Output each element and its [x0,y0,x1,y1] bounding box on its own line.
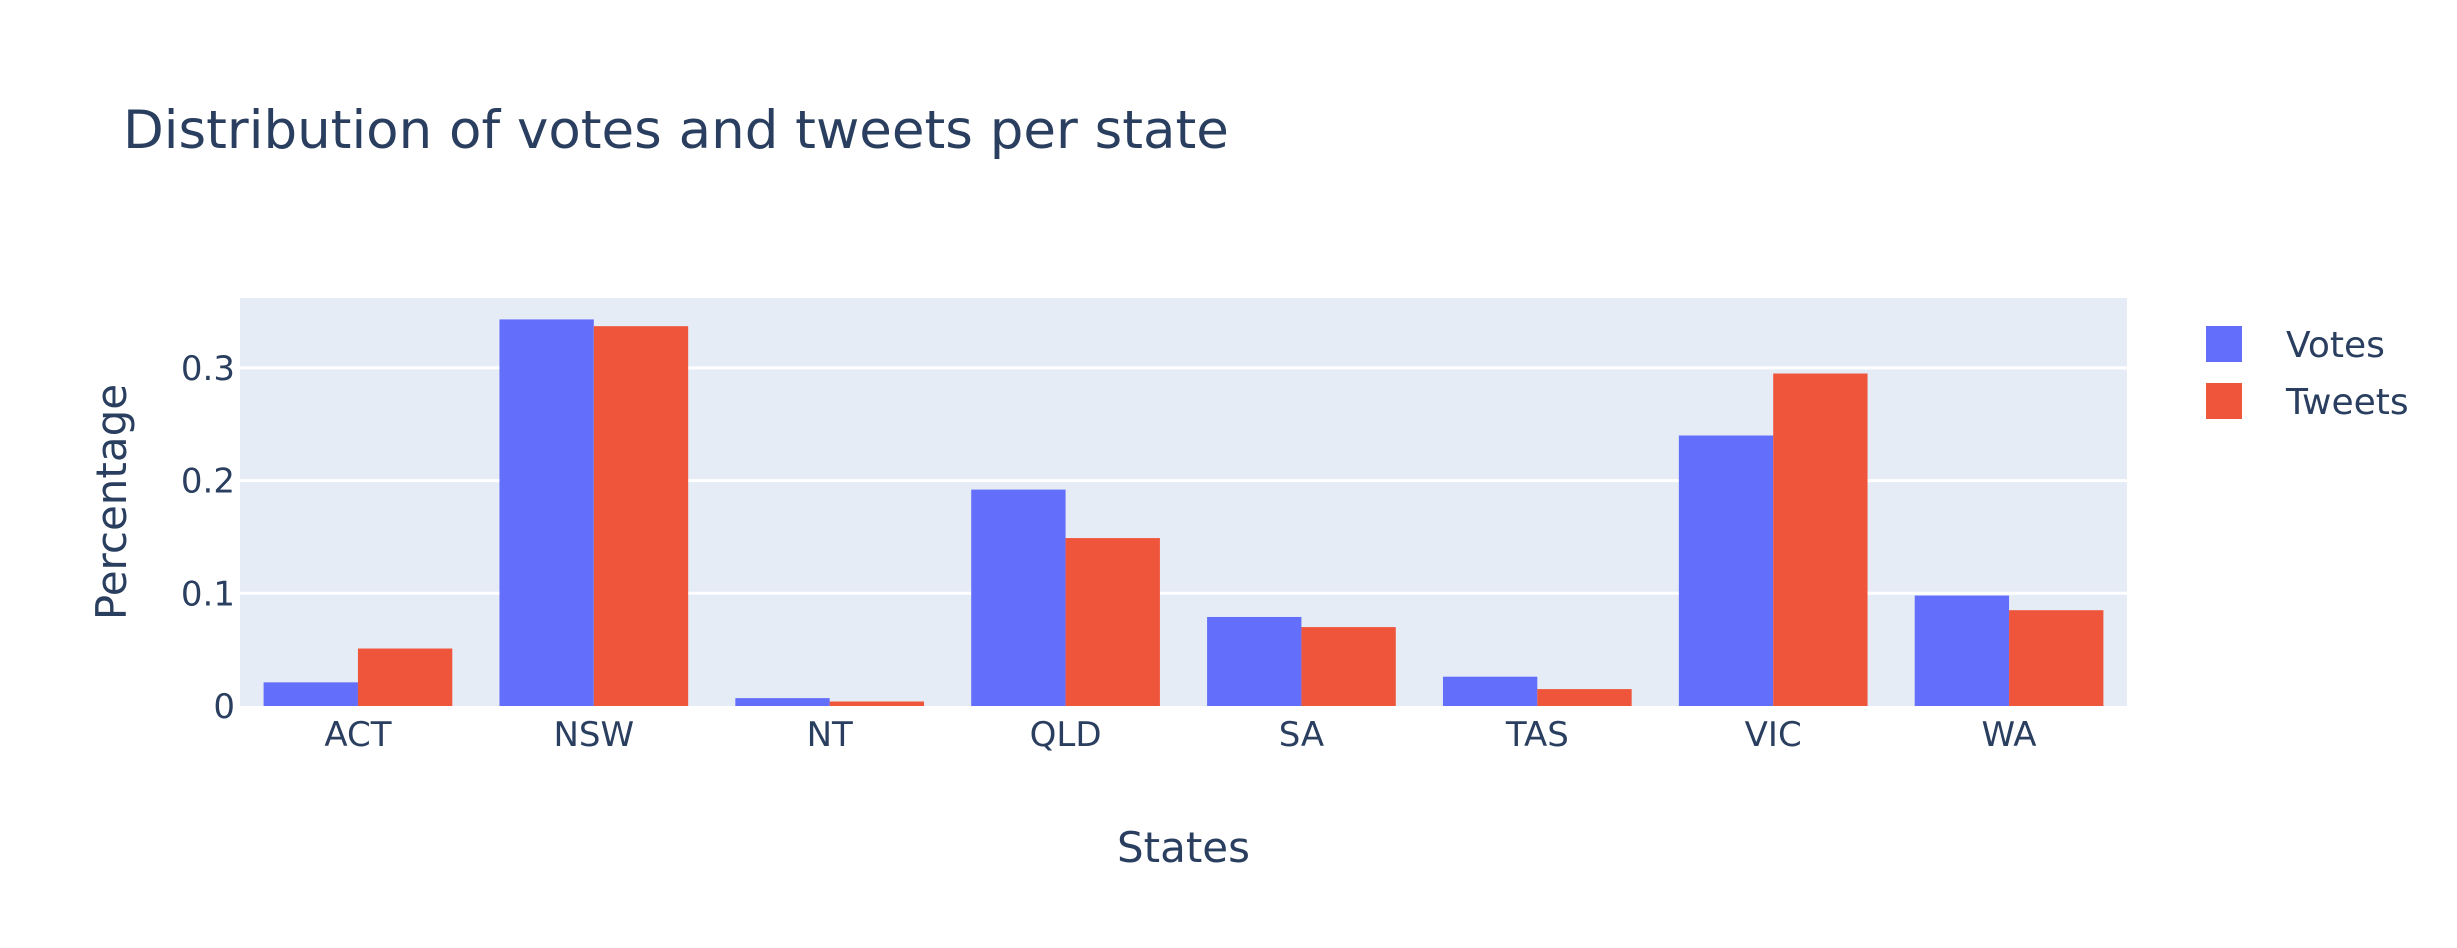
bar-tweets-qld[interactable] [1065,538,1160,706]
bar-votes-qld[interactable] [971,489,1066,706]
y-tick-labels: 0 0.1 0.2 0.3 [181,349,235,727]
bar-tweets-vic[interactable] [1773,373,1868,706]
y-tick-label: 0.1 [181,574,235,614]
y-tick-label: 0.2 [181,462,235,502]
bar-votes-nt[interactable] [735,698,830,706]
x-tick-labels: ACT NSW NT QLD SA TAS VIC WA [324,715,2036,755]
bar-votes-vic[interactable] [1678,435,1774,706]
x-axis-title: States [1117,823,1250,872]
bars [263,319,2104,706]
chart-title: Distribution of votes and tweets per sta… [123,100,1229,161]
legend-item-votes[interactable]: Votes [2206,325,2385,366]
y-tick-label: 0 [213,687,235,727]
x-tick-label: VIC [1745,715,1802,755]
legend-label: Votes [2286,325,2385,366]
legend[interactable]: Votes Tweets [2206,325,2409,423]
bar-tweets-tas[interactable] [1537,689,1632,706]
y-tick-label: 0.3 [181,349,235,389]
x-tick-label: WA [1982,715,2037,755]
x-tick-label: ACT [324,715,391,755]
bar-tweets-act[interactable] [357,648,453,706]
x-tick-label: TAS [1505,715,1569,755]
x-tick-label: NT [807,715,853,755]
legend-label: Tweets [2285,382,2409,423]
bar-votes-act[interactable] [263,682,358,706]
x-tick-label: QLD [1030,715,1102,755]
y-axis-title: Percentage [87,384,136,620]
bar-tweets-sa[interactable] [1301,627,1396,706]
x-tick-label: SA [1279,715,1324,755]
x-tick-label: NSW [553,715,634,755]
legend-item-tweets[interactable]: Tweets [2206,382,2409,423]
bar-tweets-nsw[interactable] [593,326,689,706]
bar-votes-tas[interactable] [1442,676,1538,706]
bar-tweets-wa[interactable] [2009,610,2104,706]
bar-votes-nsw[interactable] [499,319,594,706]
legend-swatch [2206,326,2242,362]
bar-votes-sa[interactable] [1207,616,1302,706]
bar-tweets-nt[interactable] [829,701,925,706]
bar-votes-wa[interactable] [1914,595,2010,706]
legend-swatch [2206,383,2242,419]
